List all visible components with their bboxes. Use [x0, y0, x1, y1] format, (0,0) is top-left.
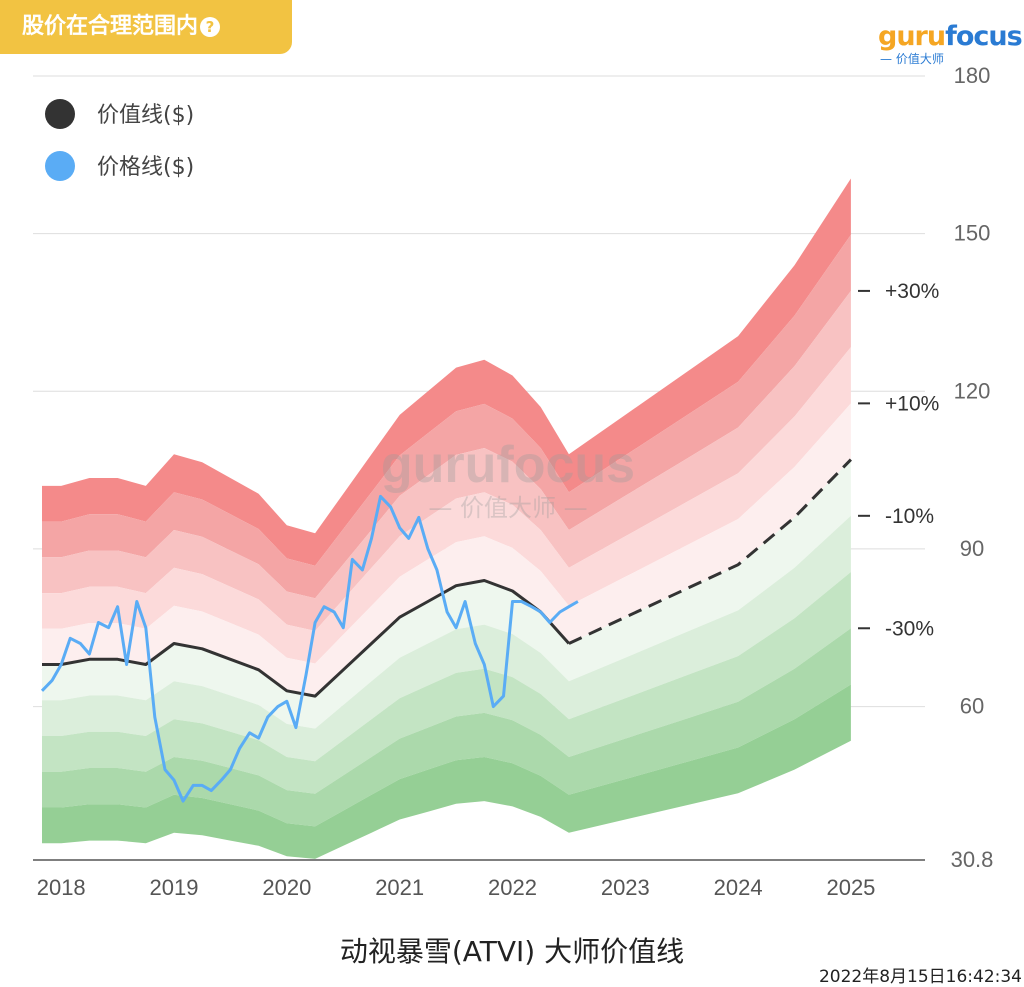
chart-watermark: gurufocus — 价值大师 —	[381, 436, 635, 522]
band-label: +30%	[885, 280, 939, 303]
band-labels: +30% +10% -10% -30%	[858, 280, 939, 640]
chart-title: 动视暴雪(ATVI) 大师价值线	[339, 935, 685, 968]
watermark-text: gurufocus	[381, 436, 635, 494]
band-label: -30%	[885, 617, 934, 640]
y-tick-label: 30.8	[951, 847, 994, 872]
valuation-band	[42, 572, 851, 794]
chart-legend: 价值线($) 价格线($)	[45, 99, 194, 181]
band-label: +10%	[885, 392, 939, 415]
valuation-band	[42, 459, 851, 729]
legend-label: 价值线($)	[97, 103, 194, 128]
x-tick-label: 2021	[375, 875, 424, 900]
x-tick-label: 2019	[150, 875, 199, 900]
legend-marker-value-line	[45, 99, 75, 129]
help-icon[interactable]: ?	[200, 17, 221, 37]
x-tick-label: 2025	[826, 875, 875, 900]
y-axis: 180 150 120 90 60 30.8	[951, 63, 994, 872]
valuation-band	[42, 347, 851, 664]
logo-subtitle: — 价值大师	[880, 52, 944, 66]
chart-timestamp: 2022年8月15日16:42:34	[818, 967, 1022, 987]
chart-lines	[40, 458, 852, 803]
y-tick-label: 180	[954, 63, 991, 88]
valuation-band	[42, 515, 851, 762]
watermark-subtext: — 价值大师 —	[428, 494, 587, 522]
legend-label: 价格线($)	[97, 155, 194, 180]
valuation-band	[42, 628, 851, 827]
valuation-band	[42, 403, 851, 697]
x-tick-label: 2024	[714, 875, 763, 900]
logo-brand-guru: guru	[878, 21, 946, 52]
y-tick-label: 90	[960, 536, 984, 561]
valuation-status-badge[interactable]: 股价在合理范围内?	[0, 0, 292, 54]
x-tick-label: 2022	[488, 875, 537, 900]
logo-brand-focus: focus	[945, 21, 1023, 52]
x-tick-label: 2020	[262, 875, 311, 900]
y-tick-label: 150	[954, 221, 991, 246]
valuation-band	[42, 234, 851, 599]
valuation-bands	[42, 178, 851, 859]
x-tick-label: 2018	[37, 875, 86, 900]
valuation-band	[42, 684, 851, 859]
gurufocus-logo: gurufocus — 价值大师	[878, 21, 1023, 72]
x-tick-label: 2023	[601, 875, 650, 900]
valuation-band	[42, 290, 851, 631]
valuation-band	[42, 178, 851, 566]
status-badge-label: 股价在合理范围内	[22, 14, 199, 39]
price-line	[40, 494, 579, 803]
y-tick-label: 60	[960, 694, 984, 719]
band-label: -10%	[885, 505, 934, 528]
value-line-projection	[568, 458, 852, 645]
legend-marker-price-line	[45, 151, 75, 181]
x-axis: 2018 2019 2020 2021 2022 2023 2024 2025	[37, 875, 876, 900]
y-tick-label: 120	[954, 378, 991, 403]
